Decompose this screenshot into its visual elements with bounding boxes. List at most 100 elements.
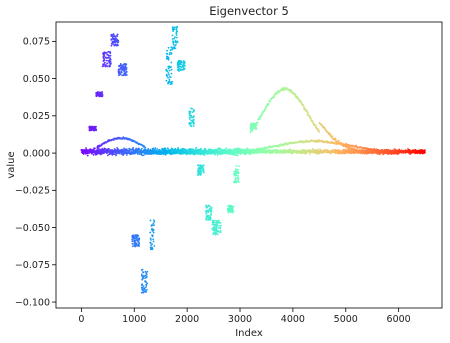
scatter-point: [149, 242, 152, 245]
scatter-point: [234, 168, 237, 171]
scatter-point: [173, 28, 176, 31]
scatter-point: [253, 124, 256, 127]
scatter-point: [176, 64, 179, 67]
scatter-point: [214, 223, 217, 226]
scatter-point: [173, 37, 176, 40]
scatter-point: [182, 69, 184, 71]
scatter-point: [347, 145, 349, 148]
scatter-point: [182, 62, 185, 65]
scatter-point: [123, 147, 125, 150]
scatter-point: [141, 154, 144, 157]
scatter-point: [106, 151, 109, 154]
scatter-point: [106, 57, 109, 59]
scatter-point: [387, 150, 390, 153]
scatter-point: [229, 210, 232, 213]
scatter-point: [237, 178, 240, 181]
scatter-point: [234, 178, 237, 180]
scatter-point: [97, 93, 100, 96]
scatter-point: [212, 227, 214, 230]
scatter-point: [175, 34, 178, 36]
scatter-point: [169, 81, 171, 84]
scatter-point: [83, 152, 85, 155]
scatter-point: [133, 239, 135, 242]
scatter-point: [175, 32, 178, 34]
scatter-point: [180, 63, 182, 66]
scatter-point: [151, 224, 154, 227]
scatter-point: [177, 67, 180, 70]
scatter-point: [169, 49, 172, 51]
scatter-point: [219, 229, 222, 232]
scatter-point: [172, 40, 175, 43]
scatter-point: [165, 52, 168, 55]
scatter-point: [153, 219, 155, 222]
scatter-point: [142, 154, 145, 157]
scatter-point: [199, 165, 202, 168]
scatter-point: [329, 133, 332, 136]
scatter-point: [149, 219, 152, 222]
scatter-point: [112, 43, 115, 46]
scatter-point: [255, 124, 258, 126]
y-tick-label: 0.050: [23, 74, 50, 85]
scatter-point: [203, 164, 205, 167]
scatter-point: [219, 153, 222, 156]
x-tick-label: 3000: [228, 314, 252, 325]
scatter-point: [166, 75, 168, 78]
scatter-point: [216, 224, 219, 227]
scatter-point: [260, 114, 263, 117]
scatter-point: [209, 219, 212, 221]
scatter-point: [269, 100, 272, 103]
scatter-point: [210, 207, 213, 209]
scatter-point: [85, 147, 87, 150]
x-tick-label: 5000: [334, 314, 358, 325]
scatter-point: [102, 59, 105, 62]
scatter-point: [202, 167, 205, 170]
scatter-point: [235, 174, 238, 176]
x-tick-label: 4000: [281, 314, 305, 325]
scatter-point: [111, 37, 114, 40]
scatter-point: [110, 42, 113, 45]
x-tick-label: 6000: [387, 314, 411, 325]
scatter-point: [106, 154, 109, 157]
scatter-point: [115, 154, 117, 157]
scatter-point: [318, 131, 320, 133]
scatter-point: [208, 205, 211, 208]
scatter-point: [264, 108, 267, 111]
scatter-point: [154, 147, 157, 150]
scatter-point: [132, 146, 135, 149]
scatter-point: [140, 147, 143, 150]
scatter-point: [212, 220, 214, 222]
scatter-point: [140, 273, 143, 276]
scatter-point: [93, 126, 96, 129]
scatter-point: [165, 68, 168, 71]
scatter-point: [141, 278, 143, 281]
scatter-point: [144, 270, 147, 273]
y-tick-label: 0.025: [23, 111, 50, 122]
scatter-point: [102, 52, 104, 55]
scatter-points: [80, 25, 426, 294]
y-axis-label: value: [6, 151, 17, 178]
scatter-point: [122, 66, 125, 69]
scatter-point: [193, 109, 195, 112]
scatter-point: [174, 39, 177, 42]
scatter-point: [355, 144, 358, 147]
scatter-point: [175, 36, 178, 39]
scatter-point: [219, 222, 222, 224]
scatter-point: [317, 129, 320, 131]
scatter-point: [151, 234, 154, 237]
scatter-point: [213, 153, 216, 156]
scatter-point: [190, 116, 193, 119]
scatter-point: [149, 246, 152, 249]
scatter-point: [236, 170, 238, 172]
scatter-point: [167, 76, 169, 79]
scatter-point: [233, 174, 236, 176]
scatter-point: [166, 70, 169, 73]
scatter-point: [113, 139, 115, 141]
scatter-point: [141, 288, 144, 291]
scatter-point: [217, 219, 220, 222]
scatter-point: [282, 144, 285, 147]
scatter-point: [193, 152, 196, 155]
scatter-point: [101, 65, 104, 68]
scatter-point: [171, 38, 174, 40]
y-tick-label: −0.075: [15, 260, 50, 271]
scatter-point: [119, 64, 122, 67]
